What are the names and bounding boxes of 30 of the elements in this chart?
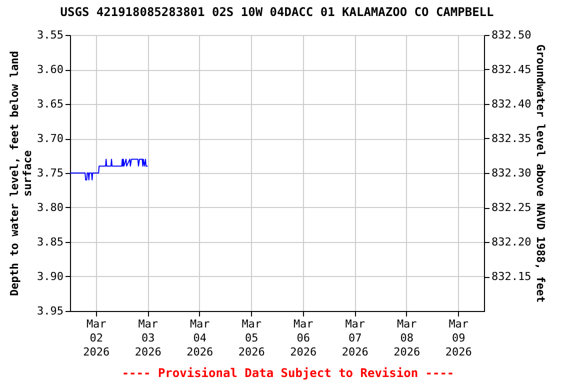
- x-tick-label: Mar 04 2026: [186, 318, 214, 358]
- y2-tick-label: 832.45: [492, 63, 532, 76]
- x-tick-label: Mar 07 2026: [342, 318, 368, 358]
- chart-title: USGS 421918085283801 02S 10W 04DACC 01 KALAMAZOO CO CAMPBELL: [60, 5, 494, 19]
- y2-axis-title: Groundwater level above NAVD 1988, feet: [534, 44, 548, 303]
- text: ---- Provisional Data Subject to Revision ----: [120, 366, 456, 380]
- x-tick-label: Mar 02 2026: [83, 318, 110, 358]
- y2-tick-label: 832.15: [492, 270, 532, 283]
- y-tick-label: 3.80: [37, 201, 64, 214]
- y2-tick-label: 832.20: [492, 236, 532, 248]
- x-tick-label: Mar 09 2026: [445, 318, 472, 358]
- x-tick-label: Mar 05 2026: [238, 318, 265, 358]
- y-tick-label: 3.70: [37, 132, 64, 145]
- y2-tick-label: 832.50: [492, 28, 532, 42]
- y-tick-label: 3.95: [37, 304, 64, 318]
- y2-tick-label: 832.25: [492, 201, 532, 214]
- y-tick-label: 3.60: [37, 63, 64, 76]
- y-tick-label: 3.85: [37, 236, 64, 248]
- x-tick-label: Mar 06 2026: [290, 318, 317, 358]
- y2-tick-label: 832.40: [492, 98, 532, 110]
- x-tick-label: Mar 03 2026: [134, 318, 162, 358]
- line-series: [70, 158, 148, 180]
- y-axis-title: Depth to water level, feet below land surface: [8, 50, 34, 296]
- y2-tick-label: 832.30: [492, 166, 532, 180]
- y-tick-label: 3.65: [37, 98, 64, 110]
- y-tick-label: 3.55: [37, 28, 64, 42]
- y2-tick-label: 832.35: [492, 132, 532, 145]
- y-tick-label: 3.90: [37, 270, 64, 283]
- x-tick-label: Mar 08 2026: [394, 318, 420, 358]
- y-tick-label: 3.75: [37, 166, 64, 180]
